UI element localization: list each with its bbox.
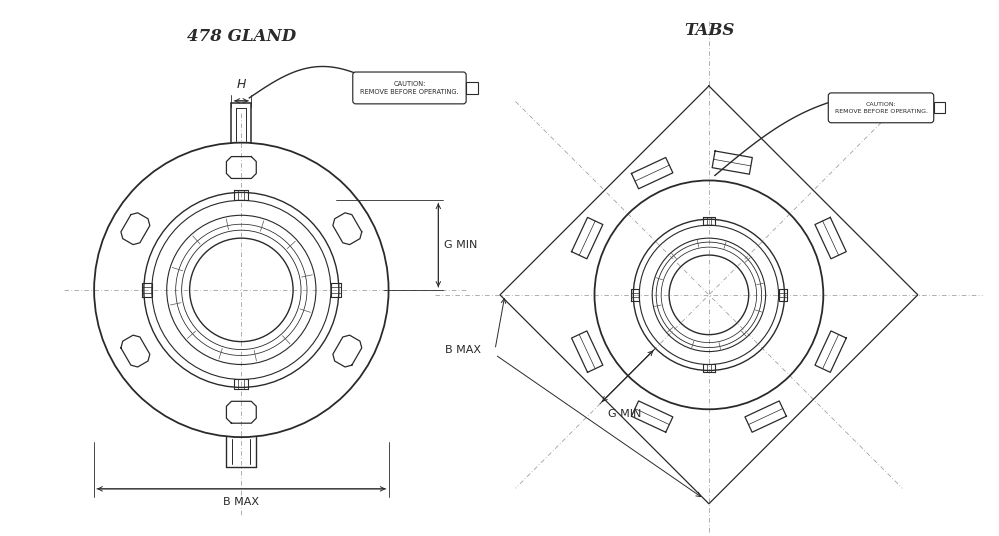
Text: 478 GLAND: 478 GLAND bbox=[187, 28, 296, 45]
FancyBboxPatch shape bbox=[828, 93, 934, 123]
Bar bbox=[467, 82, 479, 94]
Text: CAUTION:
REMOVE BEFORE OPERATING.: CAUTION: REMOVE BEFORE OPERATING. bbox=[834, 102, 927, 114]
Text: CAUTION:
REMOVE BEFORE OPERATING.: CAUTION: REMOVE BEFORE OPERATING. bbox=[361, 81, 459, 95]
Text: B MAX: B MAX bbox=[446, 345, 482, 355]
Text: G MIN: G MIN bbox=[607, 409, 641, 419]
Text: G MIN: G MIN bbox=[445, 240, 478, 250]
Text: H: H bbox=[237, 78, 246, 91]
Bar bbox=[934, 102, 945, 113]
Text: B MAX: B MAX bbox=[224, 497, 260, 507]
Text: TABS: TABS bbox=[683, 22, 734, 39]
FancyBboxPatch shape bbox=[353, 72, 467, 104]
